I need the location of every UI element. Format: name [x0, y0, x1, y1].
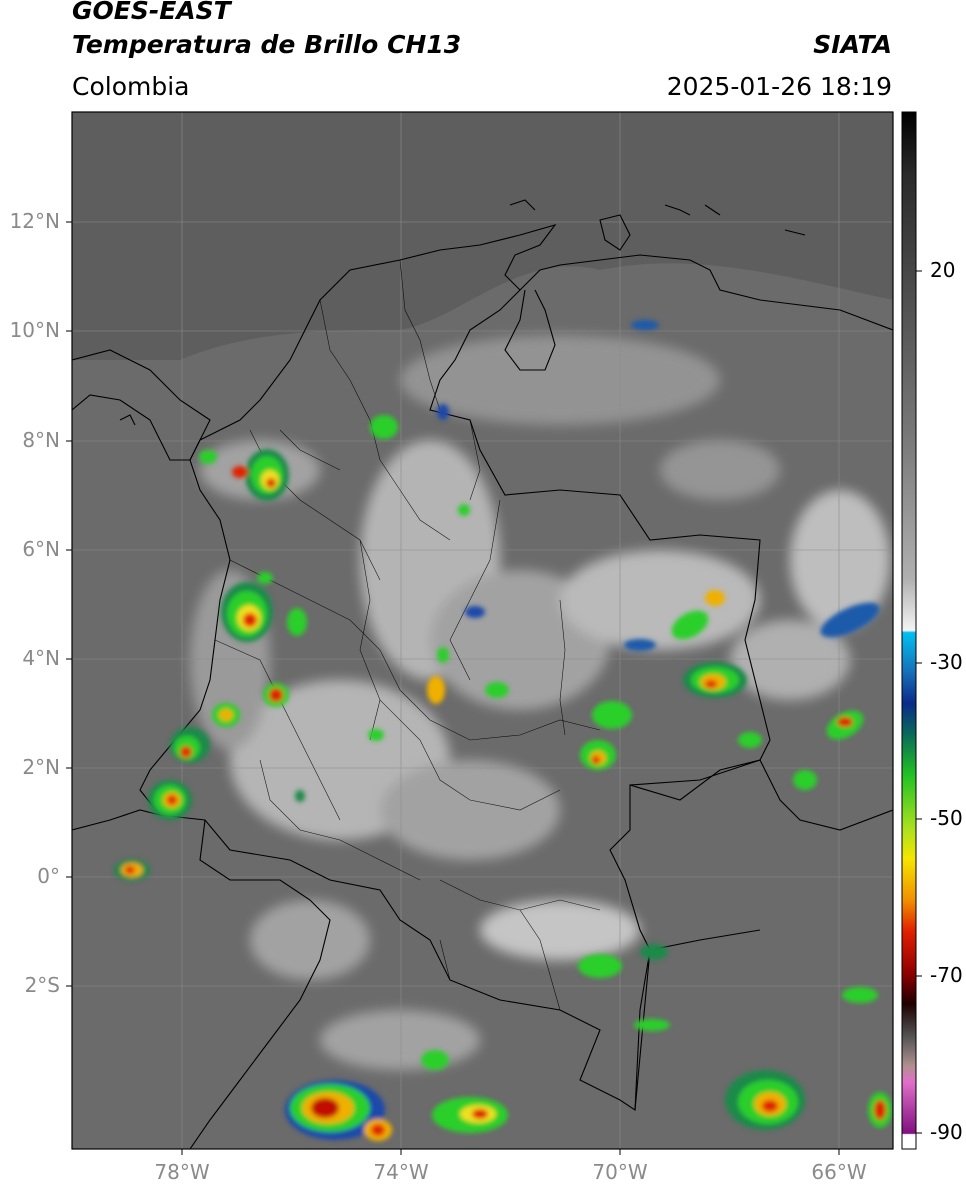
map-frame: [71, 111, 894, 1150]
convective-cells: [114, 320, 892, 1141]
cell-llanos: [683, 662, 747, 698]
cell-central-2: [212, 703, 240, 727]
lat-label: 4°N: [22, 646, 60, 670]
cell-east-2: [671, 590, 880, 740]
colorbar-label: 20: [930, 258, 956, 282]
cell-south-2: [432, 1097, 508, 1133]
product-title: Temperatura de Brillo CH13: [72, 30, 462, 59]
cell-pacific-3: [170, 727, 210, 763]
datetime-label: 2025-01-26 18:19: [666, 72, 892, 101]
lon-label: 74°W: [373, 1160, 429, 1184]
cell-pacific-2: [148, 780, 192, 820]
lon-label: 78°W: [154, 1160, 210, 1184]
lat-label: 6°N: [22, 537, 60, 561]
cell-pacific-1: [221, 582, 273, 642]
lon-label: 70°W: [592, 1160, 648, 1184]
cell-central-1: [263, 683, 289, 707]
lat-label: 10°N: [9, 318, 60, 342]
colorbar-label: -70: [930, 963, 963, 987]
organization-label: SIATA: [813, 30, 892, 59]
lat-label: 2°S: [24, 973, 60, 997]
cell-pacific-4: [114, 859, 150, 881]
axis-ticks: [66, 221, 840, 1155]
lon-label: 66°W: [811, 1160, 867, 1184]
country-borders: [72, 199, 893, 1149]
colorbar-label: -90: [930, 1120, 963, 1144]
colorbar-label: -30: [930, 650, 963, 674]
colorbar-label: -50: [930, 806, 963, 830]
lat-label: 8°N: [22, 428, 60, 452]
colorbar-ticks: [916, 270, 922, 1134]
cell-large-nw: [245, 449, 289, 501]
satellite-title: GOES-EAST: [72, 0, 231, 25]
region-label: Colombia: [72, 72, 190, 101]
colorbar-gradient: [901, 111, 917, 1150]
colorbar: [901, 111, 922, 1150]
cell-misc: [199, 320, 878, 1070]
map-imagery: [72, 112, 893, 1149]
cell-southeast: [725, 1070, 892, 1130]
lat-label: 0°: [37, 864, 60, 888]
lat-label: 2°N: [22, 755, 60, 779]
cell-south-large: [285, 1080, 392, 1141]
cell-east-1: [580, 701, 632, 770]
lat-label: 12°N: [9, 209, 60, 233]
